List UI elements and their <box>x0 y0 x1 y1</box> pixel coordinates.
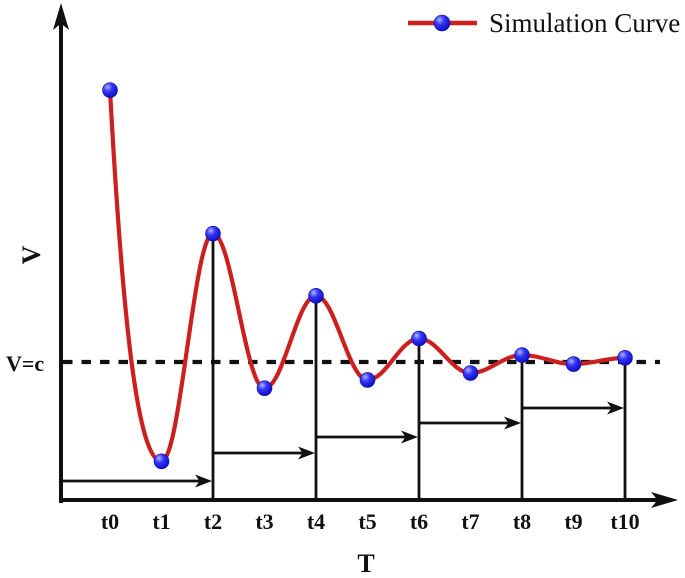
tick-label: t8 <box>513 509 531 534</box>
x-axis-arrowhead-icon <box>651 492 678 508</box>
data-point-marker <box>411 330 427 347</box>
y-axis-label: V <box>17 245 46 264</box>
tick-label: t0 <box>101 509 119 534</box>
interval-arrowhead-icon <box>401 430 418 444</box>
data-point-marker <box>153 453 170 470</box>
interval-arrowhead-icon <box>607 401 624 415</box>
tick-labels-layer: t0 t1 t2 t3 t4 t5 t6 t7 t8 t9 t10 <box>101 509 640 534</box>
x-axis-label: T <box>357 549 374 578</box>
data-point-marker <box>359 372 376 388</box>
y-axis-arrowhead-icon <box>53 3 69 30</box>
interval-arrowhead-icon <box>504 416 521 430</box>
series-layer <box>102 82 633 470</box>
interval-arrowhead-icon <box>298 446 315 460</box>
annotation-layer <box>61 233 660 500</box>
tick-label: t6 <box>410 509 428 534</box>
tick-label: t9 <box>564 509 582 534</box>
legend: Simulation Curve <box>408 8 680 38</box>
legend-marker-icon <box>433 14 451 32</box>
data-point-marker <box>102 82 118 98</box>
tick-label: t1 <box>152 509 170 534</box>
tick-label: t4 <box>307 509 325 534</box>
data-point-marker <box>256 380 273 397</box>
data-point-marker <box>205 225 221 242</box>
legend-label: Simulation Curve <box>489 8 680 38</box>
tick-label: t7 <box>461 509 479 534</box>
tick-label: t3 <box>255 509 273 534</box>
tick-label: t10 <box>610 509 639 534</box>
data-point-marker <box>617 350 633 366</box>
simulation-curve <box>107 88 628 464</box>
interval-arrowhead-icon <box>195 474 212 488</box>
data-point-marker <box>514 347 530 363</box>
data-point-marker <box>462 365 479 381</box>
data-point-marker <box>565 356 582 372</box>
data-point-marker <box>308 287 324 304</box>
reference-line-label: V=c <box>6 351 44 376</box>
tick-label: t5 <box>358 509 376 534</box>
tick-label: t2 <box>204 509 222 534</box>
